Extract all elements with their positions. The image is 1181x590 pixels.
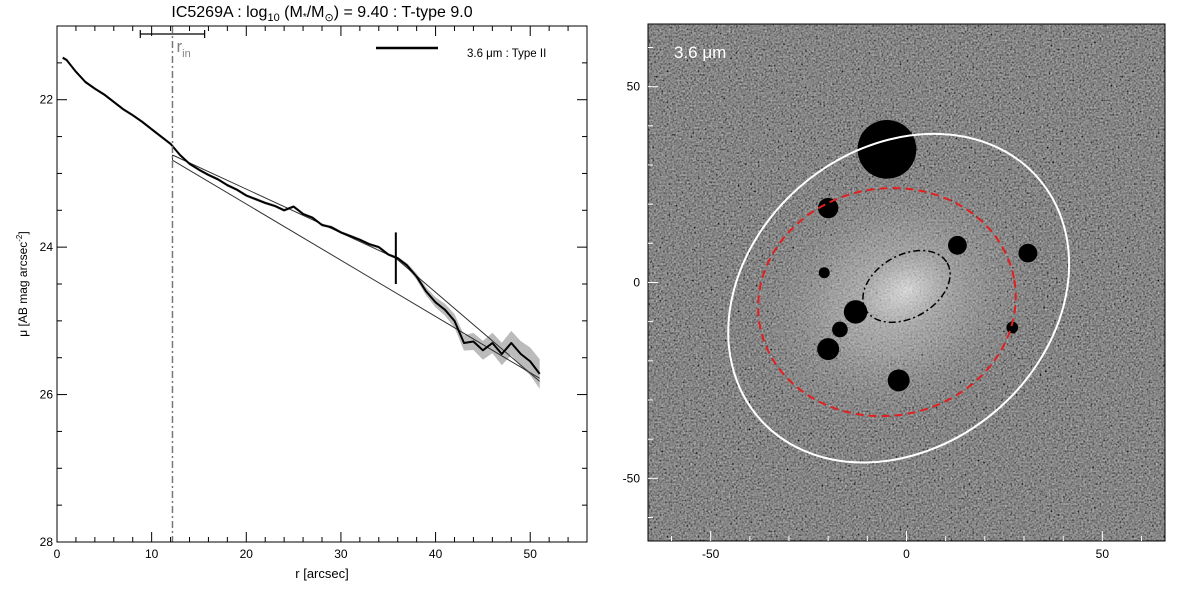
x-axis-label: r [arcsec] [295, 566, 348, 581]
x-tick-label: 0 [54, 547, 61, 561]
outer-disk-fit-line [395, 257, 541, 382]
x-tick-label: 20 [240, 547, 254, 561]
inner-ellipse [862, 249, 951, 324]
masked-source [1018, 243, 1038, 263]
profile-axes-frame [56, 25, 588, 543]
img-y-tick-label: 50 [627, 80, 641, 94]
img-y-tick-label: -50 [623, 471, 641, 485]
masked-source [843, 300, 868, 324]
profile-error-band [62, 56, 540, 389]
img-x-tick-label: -50 [702, 547, 720, 561]
y-tick-label: 26 [40, 388, 54, 402]
x-tick-label: 10 [145, 547, 159, 561]
masked-source [948, 235, 967, 255]
x-tick-label: 50 [524, 547, 538, 561]
galaxy-noise [648, 24, 1165, 541]
img-y-tick-label: 0 [633, 276, 640, 290]
masked-source [857, 119, 917, 179]
profile-panel: IC5269A : log10 (M*/M⊙) = 9.40 : T-type … [15, 4, 588, 581]
x-tick-label: 30 [334, 547, 348, 561]
inner-disk-fit-line [172, 154, 397, 259]
chart-title: IC5269A : log10 (M*/M⊙) = 9.40 : T-type … [171, 4, 472, 24]
r-in-label: rin [176, 37, 190, 60]
masked-source [817, 338, 840, 361]
y-axis-label: μ [AB mag arcsec-2] [15, 231, 30, 336]
band-label: 3.6 μm [674, 43, 726, 62]
y-tick-label: 22 [40, 93, 54, 107]
y-tick-label: 28 [40, 535, 54, 549]
img-x-tick-label: 0 [903, 547, 910, 561]
masked-source [1006, 321, 1019, 334]
masked-source [818, 267, 830, 279]
masked-source [817, 197, 839, 219]
masked-source [832, 321, 848, 338]
outer-ellipse [727, 132, 1071, 464]
img-x-tick-label: 50 [1096, 547, 1110, 561]
masked-source [887, 369, 910, 392]
profile-line [62, 56, 541, 375]
single-exponential-fit-line [172, 159, 540, 379]
y-tick-label: 24 [40, 240, 54, 254]
break-ellipse [757, 186, 1017, 418]
legend: 3.6 μm : Type II [376, 46, 546, 60]
x-tick-label: 40 [429, 547, 443, 561]
legend-label: 3.6 μm : Type II [467, 48, 546, 60]
image-panel: -50 0 50 -50 0 50 3.6 μm [623, 23, 1166, 561]
